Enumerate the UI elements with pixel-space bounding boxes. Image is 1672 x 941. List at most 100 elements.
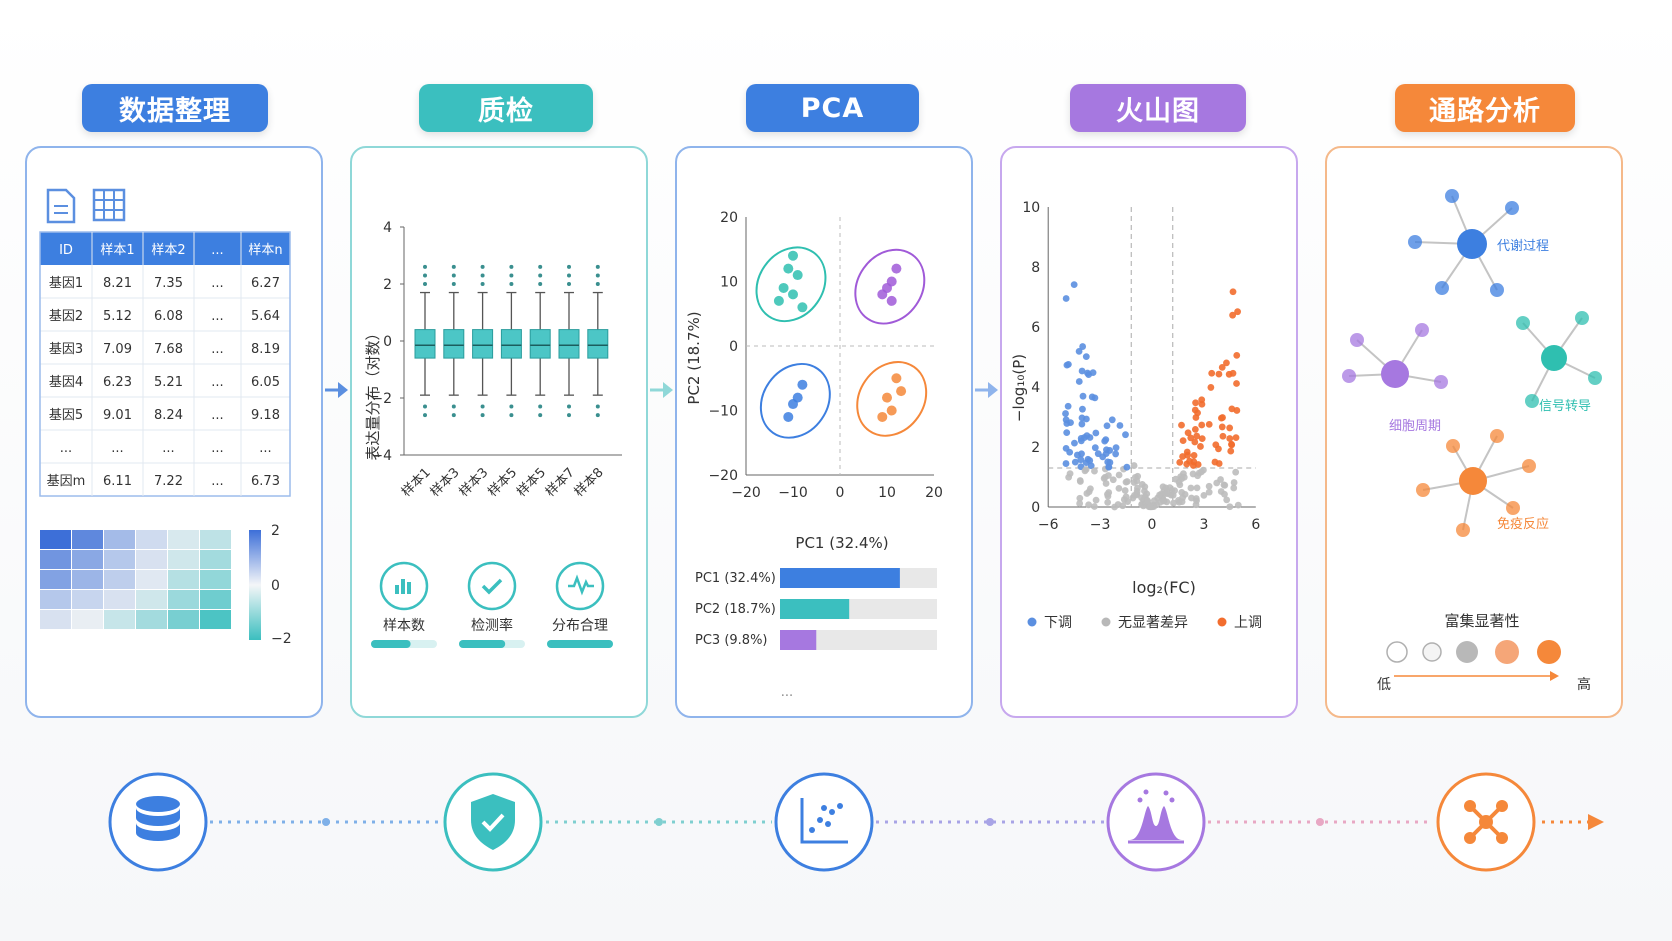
volcano-point [1179,437,1187,445]
timeline-dotted-line [210,814,1604,830]
volcano-point [1116,422,1124,429]
qc-metric-progress [459,640,506,648]
table-cell: 8.21 [103,276,132,291]
table-cell: 基因3 [49,342,83,357]
volcano-x-axis-label: log₂(FC) [1132,578,1196,597]
pca-point [773,295,784,306]
volcano-point [1176,459,1184,466]
volcano-point [1062,460,1070,467]
heatmap-colorbar [249,530,261,640]
data-prep-svg: ID 样本1 样本2... 样本n 基因1 8.21 7.35... 6.27 基因2 5.12 6… [39,188,292,647]
volcano-point [1138,481,1146,488]
table-header-cell: 样本n [248,243,282,258]
enrichment-legend-circle [1456,641,1478,663]
outlier-point [509,282,514,286]
legend-label: 上调 [1234,615,1262,631]
volcano-y-axis-label: −log₁₀(P) [1010,354,1028,422]
y-tick-label: 10 [1022,200,1040,216]
variance-ellipsis: ... [781,685,793,700]
table-cell: 基因4 [49,375,83,390]
outlier-point [509,273,514,278]
volcano-point [1086,457,1094,464]
network-satellite-node [1575,311,1589,325]
table-border [39,231,291,497]
volcano-point [1162,484,1170,492]
document-icon [46,188,76,224]
volcano-point [1130,479,1138,486]
variance-label: PC2 (18.7%) [695,602,776,617]
outlier-point [480,282,485,286]
bottom-timeline [108,772,1604,872]
network-satellite-node [1434,375,1448,389]
network-satellite-node [1435,281,1449,295]
volcano-point [1227,447,1235,455]
pca-point [783,411,794,422]
volcano-point [1212,441,1220,449]
scatter-plot-icon [774,772,874,872]
volcano-point [1219,432,1227,440]
table-cell: 6.11 [103,474,132,489]
network-satellite-node [1342,369,1356,383]
enrichment-legend-arrowhead [1550,671,1559,681]
outlier-point [567,264,571,269]
variance-bar [780,599,850,619]
heatmap-cell [200,590,231,609]
table-cell: 5.64 [251,309,280,324]
outlier-point [480,264,485,269]
pca-y-axis-label: PC2 (18.7%) [685,311,703,404]
table-cell: ... [259,441,271,456]
y-tick-label: 2 [1031,440,1040,456]
outlier-point [451,264,456,269]
table-cell: ... [211,375,223,390]
volcano-point [1130,462,1138,469]
outlier-point [451,273,456,278]
pca-scatter: −20 −10 0 10 20 20 10 0 −10 −20 [708,210,942,501]
volcano-point [1103,422,1111,430]
volcano-point [1229,311,1237,319]
volcano-point [1191,425,1199,433]
volcano-point [1198,400,1206,408]
volcano-point [1198,435,1206,443]
pathway-node-label: 细胞周期 [1389,419,1441,434]
volcano-point [1150,497,1158,505]
outlier-point [595,264,600,269]
volcano-point [1192,399,1199,407]
volcano-point [1083,490,1091,497]
table-cell: ... [211,276,223,291]
check-icon-shape [481,578,503,595]
volcano-point [1101,437,1109,445]
volcano-point [1143,490,1151,498]
qc-metric-label: 检测率 [471,617,513,634]
volcano-point [1106,459,1114,466]
volcano-point [1092,496,1100,504]
check-icon [481,578,503,595]
bar-chart-icon [395,579,411,594]
box [443,329,465,359]
volcano-point [1121,487,1129,494]
table-cell: 基因m [47,474,86,489]
heatmap-cell [136,610,167,629]
volcano-point [1115,471,1123,479]
heatmap-cell [168,550,199,569]
volcano-point [1130,491,1138,499]
network-satellite-node [1490,283,1504,297]
volcano-point [1197,443,1204,450]
volcano-point [1091,467,1098,475]
step-header-pca: PCA [746,84,919,132]
network-satellite-node [1522,459,1536,473]
volcano-point [1105,472,1112,479]
y-tick-label: 2 [383,277,392,293]
volcano-point [1175,478,1183,486]
volcano-point [1234,501,1242,509]
y-tick-label: 0 [1031,500,1040,516]
table-cell: 6.08 [154,309,183,324]
volcano-point [1162,490,1170,497]
network-satellite-node [1416,483,1430,497]
table-cell: ... [111,441,123,456]
x-tick-label: 样本5 [485,465,520,500]
y-tick-label: −10 [708,404,738,420]
volcano-point [1200,491,1208,499]
volcano-point [1070,281,1078,288]
volcano-point [1184,429,1192,437]
